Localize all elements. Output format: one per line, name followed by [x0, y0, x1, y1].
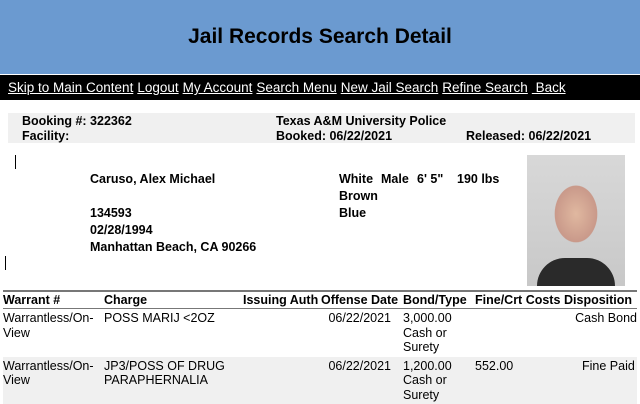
- nav-bar: Skip to Main Content Logout My Account S…: [0, 75, 640, 100]
- nav-logout[interactable]: Logout: [137, 80, 178, 95]
- charge: JP3/POSS OF DRUG PARAPHERNALIA: [104, 357, 243, 404]
- table-row: Warrantless/On-View POSS MARIJ <2OZ 06/2…: [3, 309, 637, 357]
- disposition: Cash Bond: [564, 309, 637, 357]
- height: 6' 5": [417, 172, 443, 187]
- date-of-birth: 02/28/1994: [90, 223, 153, 238]
- col-charge: Charge: [104, 291, 243, 309]
- col-warrant: Warrant #: [3, 291, 104, 309]
- col-disposition: Disposition: [564, 291, 637, 309]
- race: White: [339, 172, 373, 187]
- booking-number: Booking #: 322362: [22, 114, 132, 129]
- table-row: Warrantless/On-View JP3/POSS OF DRUG PAR…: [3, 357, 637, 404]
- col-offense-date: Offense Date: [321, 291, 403, 309]
- page-header: Jail Records Search Detail: [0, 0, 640, 74]
- nav-new-jail-search[interactable]: New Jail Search: [341, 80, 439, 95]
- inmate-id: 134593: [90, 206, 132, 221]
- mugshot-photo: [527, 155, 625, 286]
- hair-color: Brown: [339, 189, 378, 204]
- nav-skip-to-main[interactable]: Skip to Main Content: [8, 80, 133, 95]
- agency: Texas A&M University Police: [276, 114, 446, 129]
- nav-refine-search[interactable]: Refine Search: [442, 80, 528, 95]
- table-header: Warrant # Charge Issuing Auth Offense Da…: [3, 291, 637, 309]
- sex: Male: [381, 172, 409, 187]
- offense-date: 06/22/2021: [321, 309, 403, 357]
- fine-costs: 552.00: [475, 357, 564, 404]
- nav-search-menu[interactable]: Search Menu: [256, 80, 336, 95]
- bond-type: 3,000.00 Cash or Surety: [403, 309, 475, 357]
- warrant: Warrantless/On-View: [3, 309, 104, 357]
- col-issuing-auth: Issuing Auth: [243, 291, 321, 309]
- facility: Facility:: [22, 129, 69, 144]
- nav-back[interactable]: Back: [532, 80, 566, 95]
- col-fine-costs: Fine/Crt Costs: [475, 291, 564, 309]
- disposition: Fine Paid: [564, 357, 637, 404]
- booked-date: Booked: 06/22/2021: [276, 129, 392, 144]
- weight: 190 lbs: [457, 172, 499, 187]
- address: Manhattan Beach, CA 90266: [90, 240, 256, 255]
- issuing-auth: [243, 309, 321, 357]
- charges-table: Warrant # Charge Issuing Auth Offense Da…: [3, 290, 637, 404]
- fine-costs: [475, 309, 564, 357]
- released-date: Released: 06/22/2021: [466, 129, 591, 144]
- eye-color: Blue: [339, 206, 366, 221]
- col-bond-type: Bond/Type: [403, 291, 475, 309]
- inmate-name: Caruso, Alex Michael: [90, 172, 215, 187]
- issuing-auth: [243, 357, 321, 404]
- text-cursor: [5, 256, 6, 270]
- bond-type: 1,200.00 Cash or Surety: [403, 357, 475, 404]
- offense-date: 06/22/2021: [321, 357, 403, 404]
- charge: POSS MARIJ <2OZ: [104, 309, 243, 357]
- nav-my-account[interactable]: My Account: [183, 80, 253, 95]
- text-cursor: [15, 155, 16, 169]
- page-title: Jail Records Search Detail: [188, 25, 452, 49]
- warrant: Warrantless/On-View: [3, 357, 104, 404]
